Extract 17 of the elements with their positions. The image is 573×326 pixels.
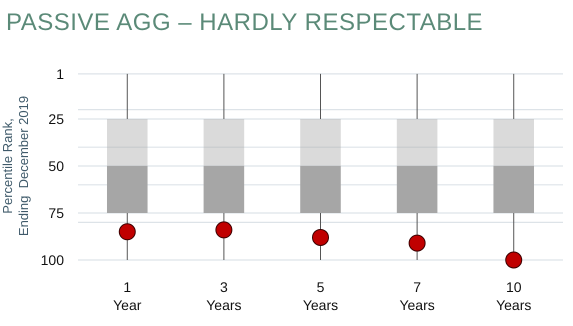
y-tick-label: 50: [48, 158, 64, 174]
point: [408, 234, 426, 252]
x-tick-label: 10 Years: [496, 279, 532, 313]
point: [505, 252, 522, 268]
x-tick-label: 5 Years: [302, 279, 338, 313]
y-tick-label: 100: [40, 252, 64, 268]
y-tick-label: 75: [48, 204, 64, 221]
x-tick-label: 7 Years: [399, 279, 435, 313]
y-tick-label: 1: [56, 66, 64, 82]
y-axis-title: Percentile Rank, Ending December 2019: [0, 96, 31, 236]
point: [312, 228, 329, 246]
y-tick-label: 25: [48, 110, 64, 127]
point: [118, 223, 136, 240]
x-tick-label: 3 Years: [206, 279, 242, 313]
chart-title: PASSIVE AGG – HARDLY RESPECTABLE: [6, 9, 484, 36]
x-tick-label: 1 Year: [113, 279, 142, 313]
point: [215, 221, 232, 238]
